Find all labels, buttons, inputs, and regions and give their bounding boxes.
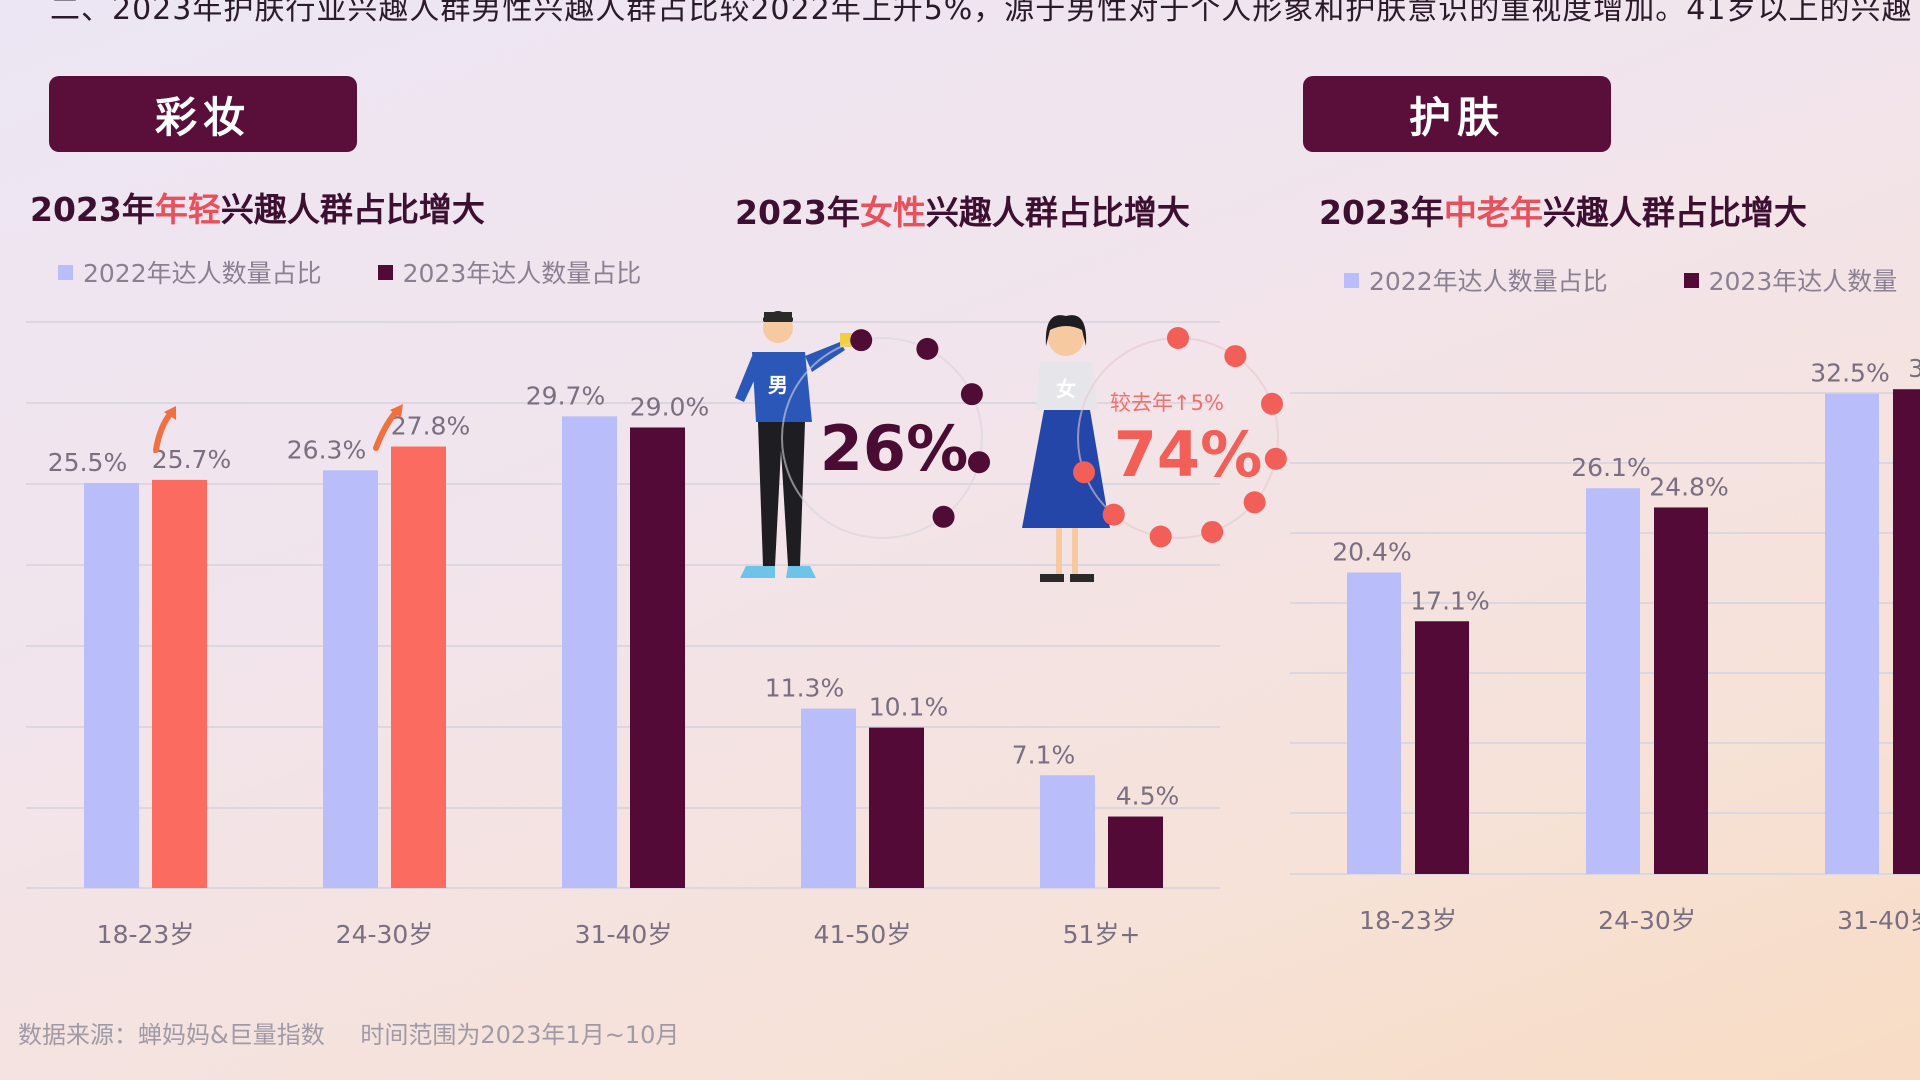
- bar-2023-31-40岁: [1893, 389, 1920, 874]
- ring-dot: [968, 451, 991, 474]
- female-percentage-ring: [1073, 327, 1287, 548]
- makeup-subtitle-year: 2023年: [30, 190, 155, 229]
- footer-range: 时间范围为2023年1月~10月: [360, 1021, 680, 1049]
- data-label: 25.7%: [152, 445, 231, 474]
- skincare-badge: 护肤: [1303, 76, 1611, 152]
- gender-change-note: 较去年↑5%: [1110, 391, 1224, 415]
- ring-dot: [960, 383, 983, 406]
- bar-2023-24-30岁: [391, 446, 446, 888]
- bar-2022-41-50岁: [801, 708, 856, 888]
- legend-2023-label: 2023年达人数量: [1708, 267, 1898, 296]
- ring-dot: [932, 505, 955, 528]
- female-figure-illustration: 女: [1022, 315, 1110, 582]
- bar-2022-18-23岁: [1347, 572, 1401, 874]
- legend-2023-label: 2023年达人数量占比: [402, 259, 642, 288]
- skincare-legend: 2022年达人数量占比 2023年达人数量: [1344, 262, 1897, 298]
- ring-dot: [1264, 447, 1287, 470]
- header-text: 二、2023年护肤行业兴趣人群男性兴趣人群占比较2022年上升5%，源于男性对于…: [50, 0, 1913, 27]
- x-tick-label: 41-50岁: [814, 920, 912, 949]
- data-label: 27.8%: [391, 412, 470, 441]
- ring-dot: [1149, 525, 1172, 548]
- bar-2023-18-23岁: [1415, 621, 1469, 874]
- bar-2023-41-50岁: [869, 727, 924, 888]
- bar-2023-24-30岁: [1654, 507, 1708, 874]
- trend-arrow-18-23: [153, 406, 176, 453]
- x-tick-label: 31-40岁: [575, 920, 673, 949]
- bar-2023-18-23岁: [152, 479, 207, 888]
- makeup-bars: 25.5% 25.7% 18-23岁 26.3% 27.8% 24-30岁 29.7% 29.…: [48, 381, 1179, 949]
- gender-subtitle-rest: 兴趣人群占比增大: [925, 193, 1190, 232]
- legend-2022-label: 2022年达人数量占比: [83, 259, 322, 288]
- makeup-subtitle-highlight: 年轻: [154, 190, 221, 229]
- data-label: 26.1%: [1571, 453, 1650, 482]
- ring-dot: [850, 329, 873, 352]
- legend-2023-swatch: [377, 264, 393, 280]
- x-tick-label: 18-23岁: [97, 920, 195, 949]
- footer-source: 数据来源：蝉妈妈&巨量指数: [18, 1021, 325, 1049]
- ring-dot: [1260, 392, 1283, 415]
- data-label: 24.8%: [1649, 472, 1728, 501]
- gender-subtitle-year: 2023年: [735, 193, 860, 232]
- data-label: 20.4%: [1332, 537, 1411, 566]
- makeup-subtitle: 2023年年轻兴趣人群占比增大: [30, 183, 485, 231]
- ring-dot: [916, 337, 939, 360]
- data-label: 11.3%: [765, 674, 844, 703]
- bar-2022-31-40岁: [1825, 393, 1879, 874]
- skincare-subtitle-rest: 兴趣人群占比增大: [1542, 193, 1807, 232]
- gender-subtitle-highlight: 女性: [859, 193, 926, 232]
- bar-2023-51岁+: [1108, 816, 1163, 888]
- x-tick-label: 24-30岁: [336, 920, 434, 949]
- ring-dot: [1073, 461, 1096, 484]
- data-label: 26.3%: [287, 435, 366, 464]
- x-tick-label: 24-30岁: [1598, 906, 1696, 935]
- legend-2022-label: 2022年达人数量占比: [1369, 267, 1608, 296]
- gender-subtitle: 2023年女性兴趣人群占比增大: [735, 186, 1190, 234]
- bar-2022-31-40岁: [562, 416, 617, 888]
- trend-arrow-24-30: [373, 404, 403, 451]
- makeup-gridlines: [26, 321, 1220, 889]
- data-label: 32.: [1908, 354, 1920, 383]
- x-tick-label: 51岁+: [1063, 920, 1141, 949]
- skincare-subtitle-highlight: 中老年: [1443, 193, 1543, 232]
- legend-2022-swatch: [1344, 272, 1359, 288]
- ring-dot: [1102, 503, 1125, 526]
- legend-2022-swatch: [58, 264, 73, 280]
- ring-dot: [1243, 491, 1266, 514]
- ring-dot: [1201, 520, 1224, 543]
- data-label: 29.0%: [630, 392, 709, 421]
- female-percentage: 74%: [1114, 418, 1262, 491]
- bar-2022-24-30岁: [1586, 488, 1640, 874]
- skincare-subtitle-year: 2023年: [1319, 193, 1444, 232]
- data-label: 7.1%: [1012, 740, 1076, 769]
- data-label: 32.5%: [1810, 359, 1889, 388]
- data-label: 25.5%: [48, 448, 127, 477]
- male-percentage: 26%: [820, 412, 968, 485]
- footer: 数据来源：蝉妈妈&巨量指数 时间范围为2023年1月~10月: [18, 1015, 707, 1050]
- bar-2022-18-23岁: [84, 483, 139, 888]
- female-label: 女: [1056, 377, 1076, 401]
- data-label: 4.5%: [1116, 782, 1180, 811]
- data-label: 29.7%: [526, 381, 605, 410]
- makeup-legend: 2022年达人数量占比 2023年达人数量占比: [58, 254, 641, 290]
- legend-2023-swatch: [1683, 272, 1699, 288]
- x-tick-label: 18-23岁: [1359, 906, 1457, 935]
- male-percentage-ring: [781, 329, 991, 539]
- ring-dot: [1167, 327, 1189, 349]
- male-label: 男: [768, 373, 788, 397]
- makeup-badge: 彩妆: [49, 76, 357, 152]
- makeup-subtitle-rest: 兴趣人群占比增大: [220, 190, 485, 229]
- bar-2022-24-30岁: [323, 470, 378, 888]
- ring-dot: [1224, 345, 1247, 368]
- bar-2022-51岁+: [1040, 775, 1095, 888]
- data-label: 10.1%: [869, 693, 948, 722]
- bar-2023-31-40岁: [630, 427, 685, 888]
- x-tick-label: 31-40岁: [1837, 906, 1920, 935]
- skincare-bars: 20.4% 17.1% 18-23岁 26.1%24.8% 24-30岁 32.5% 32.…: [1332, 354, 1920, 935]
- data-label: 17.1%: [1410, 586, 1489, 615]
- skincare-subtitle: 2023年中老年兴趣人群占比增大: [1319, 186, 1807, 234]
